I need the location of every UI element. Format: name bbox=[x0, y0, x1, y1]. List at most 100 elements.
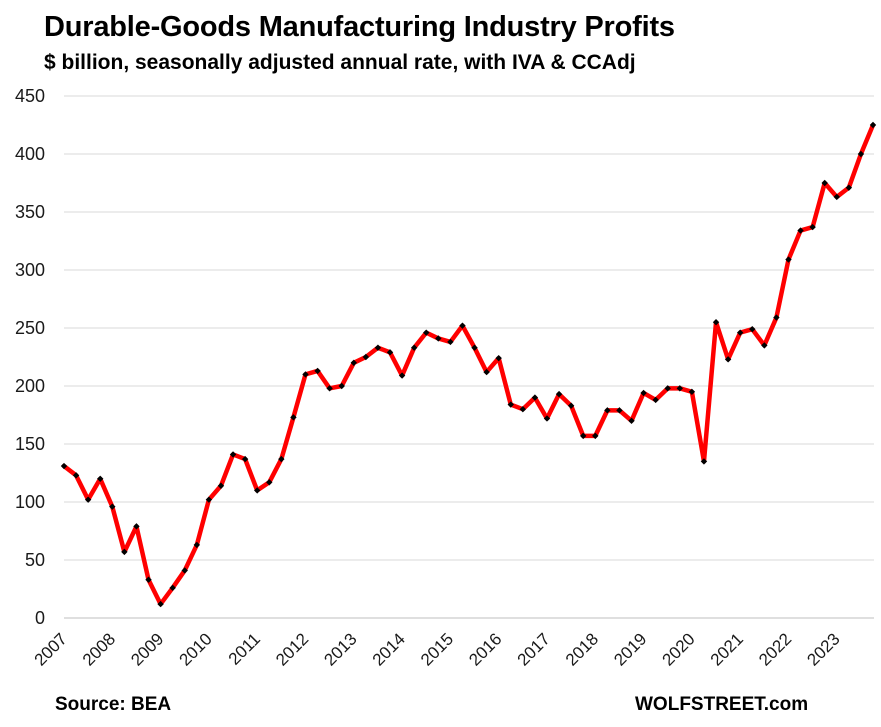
y-axis-ticks: 0 50 100 150 200 250 300 350 400 450 bbox=[15, 86, 45, 628]
data-point bbox=[857, 150, 865, 158]
data-point bbox=[869, 121, 877, 129]
x-tick-label: 2022 bbox=[755, 629, 795, 669]
x-tick-label: 2021 bbox=[707, 629, 747, 669]
y-tick-label: 100 bbox=[15, 492, 45, 512]
data-point bbox=[519, 406, 527, 413]
chart-subtitle: $ billion, seasonally adjusted annual ra… bbox=[44, 51, 636, 74]
y-tick-label: 200 bbox=[15, 376, 45, 396]
data-point bbox=[652, 396, 659, 404]
data-point bbox=[459, 322, 466, 329]
data-point bbox=[410, 344, 418, 351]
data-point bbox=[193, 541, 201, 549]
x-tick-label: 2011 bbox=[225, 629, 264, 668]
x-tick-label: 2014 bbox=[369, 629, 409, 669]
data-point bbox=[640, 389, 647, 397]
data-point bbox=[785, 256, 792, 263]
data-point bbox=[423, 329, 430, 336]
data-point bbox=[374, 344, 382, 351]
data-point bbox=[676, 385, 684, 392]
data-point bbox=[97, 475, 104, 482]
data-point bbox=[761, 342, 768, 349]
data-point bbox=[724, 356, 732, 363]
x-axis-ticks: 2007 2008 2009 2010 2011 2012 2013 2014 2015 2016… bbox=[31, 629, 844, 669]
x-tick-label: 2023 bbox=[803, 629, 843, 669]
data-point bbox=[471, 344, 478, 351]
data-point bbox=[700, 458, 708, 465]
data-point bbox=[495, 354, 502, 362]
x-tick-label: 2020 bbox=[659, 629, 699, 669]
x-tick-label: 2016 bbox=[465, 629, 505, 669]
data-point bbox=[290, 414, 297, 421]
data-point bbox=[567, 402, 575, 409]
data-point bbox=[749, 325, 756, 333]
x-tick-label: 2015 bbox=[417, 629, 457, 669]
data-point bbox=[169, 584, 176, 592]
y-tick-label: 250 bbox=[15, 318, 45, 338]
data-point bbox=[797, 227, 804, 234]
data-point bbox=[121, 548, 128, 556]
data-point bbox=[205, 496, 213, 503]
data-point bbox=[447, 338, 454, 346]
data-points bbox=[60, 121, 877, 608]
data-point bbox=[109, 503, 116, 510]
data-point bbox=[145, 576, 152, 583]
data-point bbox=[845, 184, 853, 191]
data-point bbox=[543, 415, 551, 422]
y-tick-label: 0 bbox=[35, 608, 45, 628]
data-point bbox=[664, 385, 671, 392]
data-point bbox=[302, 371, 309, 378]
y-tick-label: 400 bbox=[15, 144, 45, 164]
data-point bbox=[60, 462, 68, 470]
y-tick-label: 50 bbox=[25, 550, 45, 570]
data-point bbox=[181, 567, 188, 574]
y-tick-label: 300 bbox=[15, 260, 45, 280]
data-point bbox=[809, 223, 816, 231]
y-tick-label: 450 bbox=[15, 86, 45, 106]
data-point bbox=[278, 455, 285, 463]
data-point bbox=[688, 388, 696, 395]
data-point bbox=[133, 523, 140, 530]
data-point bbox=[326, 385, 333, 392]
data-point bbox=[628, 417, 635, 424]
data-point bbox=[266, 479, 273, 486]
data-point bbox=[84, 496, 92, 503]
data-point bbox=[314, 367, 321, 375]
data-point bbox=[833, 193, 840, 201]
data-point bbox=[338, 382, 345, 390]
x-tick-label: 2007 bbox=[31, 629, 71, 669]
x-tick-label: 2008 bbox=[79, 629, 119, 669]
data-point bbox=[712, 319, 720, 326]
data-point bbox=[555, 390, 563, 398]
data-point bbox=[592, 432, 599, 440]
data-point bbox=[821, 179, 828, 187]
data-point bbox=[616, 407, 623, 414]
gridlines bbox=[64, 95, 874, 619]
series-line-layer bbox=[61, 122, 876, 607]
data-point bbox=[507, 401, 514, 408]
x-tick-label: 2018 bbox=[562, 629, 602, 669]
data-point bbox=[229, 451, 237, 458]
y-tick-label: 150 bbox=[15, 434, 45, 454]
data-point bbox=[580, 432, 587, 440]
data-point bbox=[435, 335, 442, 342]
x-tick-label: 2010 bbox=[176, 629, 216, 669]
x-tick-label: 2017 bbox=[514, 629, 554, 669]
brand-label: WOLFSTREET.com bbox=[635, 694, 809, 715]
data-point bbox=[531, 394, 539, 401]
data-point bbox=[386, 349, 394, 356]
x-tick-label: 2013 bbox=[320, 629, 360, 669]
y-tick-label: 350 bbox=[15, 202, 45, 222]
data-point bbox=[217, 482, 225, 489]
data-point bbox=[72, 472, 80, 479]
data-point bbox=[253, 487, 261, 494]
profits-line bbox=[61, 122, 876, 607]
data-point bbox=[604, 407, 611, 414]
x-tick-label: 2012 bbox=[272, 629, 312, 669]
x-tick-label: 2009 bbox=[127, 629, 167, 669]
data-point bbox=[350, 359, 357, 366]
chart-title: Durable-Goods Manufacturing Industry Pro… bbox=[44, 11, 675, 43]
data-point bbox=[157, 600, 164, 608]
data-point bbox=[736, 329, 744, 336]
data-point bbox=[241, 455, 249, 463]
